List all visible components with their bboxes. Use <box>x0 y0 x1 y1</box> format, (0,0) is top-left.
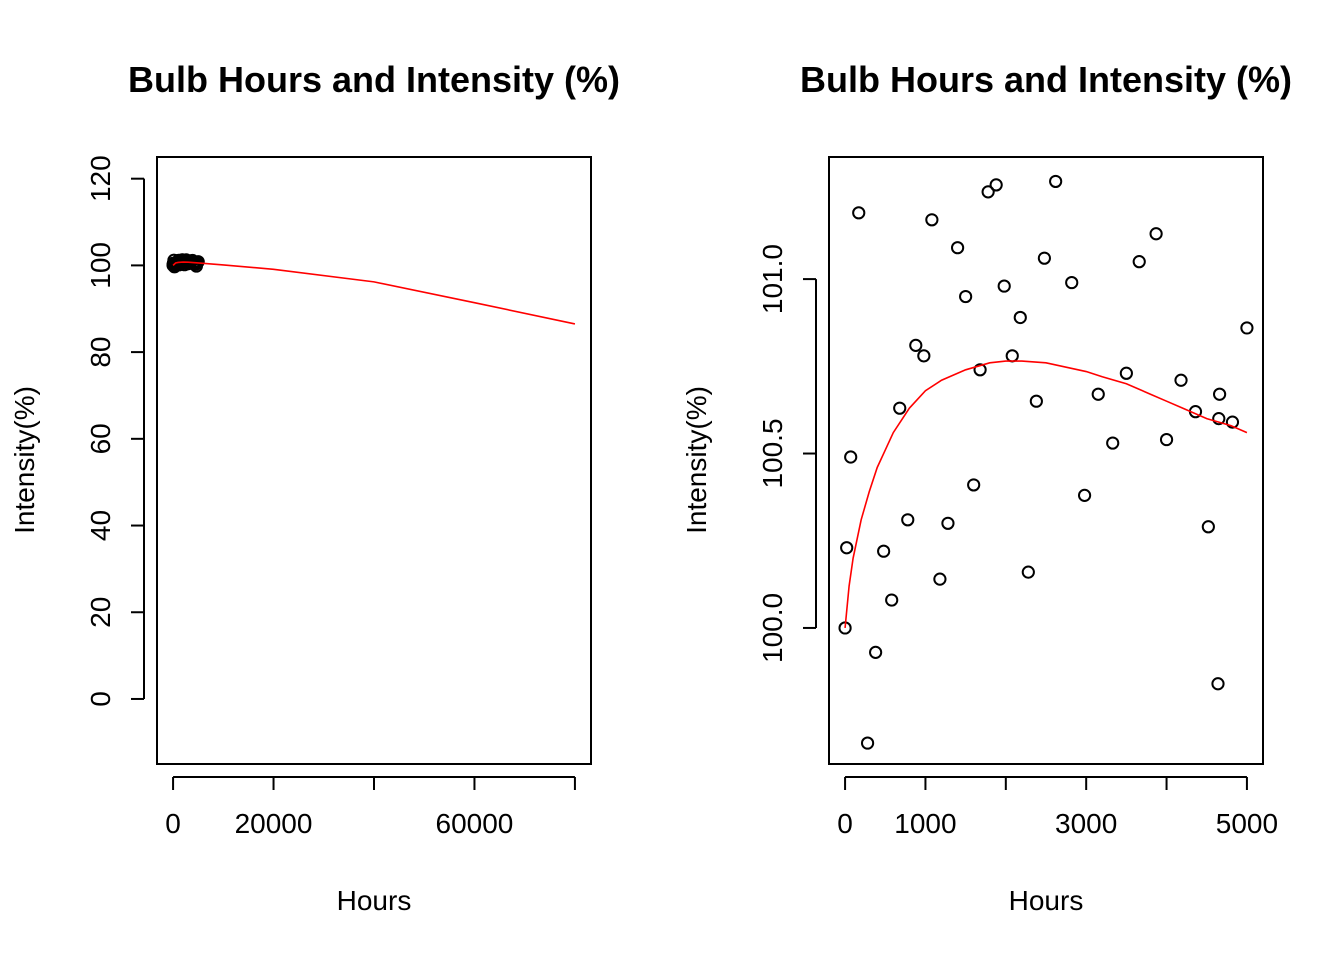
data-point <box>1013 310 1027 325</box>
data-point <box>1159 432 1174 447</box>
data-point <box>1029 394 1043 408</box>
y-tick-label: 80 <box>85 337 116 368</box>
y-tick-label: 100 <box>85 242 116 289</box>
y-tick-label: 100.5 <box>757 418 788 488</box>
fit-line <box>172 261 576 325</box>
x-tick-label: 0 <box>837 808 853 839</box>
y-tick-label: 40 <box>85 510 116 541</box>
data-point <box>869 645 883 659</box>
data-point <box>877 544 891 558</box>
data-point <box>997 279 1011 293</box>
data-point <box>1077 488 1092 502</box>
data-point <box>967 478 981 492</box>
plot-frame <box>156 156 592 765</box>
data-point <box>1021 565 1035 579</box>
data-point <box>989 178 1003 192</box>
data-point <box>909 338 923 352</box>
data-point <box>860 736 875 750</box>
data-point <box>1174 373 1188 387</box>
plot-frame <box>828 156 1264 765</box>
data-point <box>1037 251 1051 265</box>
x-axis-label: Hours <box>1009 885 1084 916</box>
data-point <box>852 206 866 220</box>
data-point <box>1005 349 1019 363</box>
data-point <box>1201 520 1215 534</box>
data-point <box>1065 275 1079 290</box>
right-scatter-panel: Bulb Hours and Intensity (%) Hours Inten… <box>681 59 1292 916</box>
data-point <box>1106 436 1120 450</box>
data-point <box>840 541 854 555</box>
x-tick-label: 0 <box>165 808 181 839</box>
chart-title: Bulb Hours and Intensity (%) <box>128 59 620 100</box>
y-tick-label: 100.0 <box>757 593 788 663</box>
data-point <box>901 513 915 527</box>
x-tick-label: 3000 <box>1055 808 1117 839</box>
data-point <box>893 401 907 415</box>
data-point <box>959 289 973 304</box>
chart-title: Bulb Hours and Intensity (%) <box>800 59 1292 100</box>
data-point <box>1091 387 1105 401</box>
data-point <box>1211 677 1225 691</box>
x-axis-label: Hours <box>337 885 412 916</box>
x-tick-label: 60000 <box>436 808 514 839</box>
data-point <box>191 255 205 269</box>
data-point <box>941 516 955 530</box>
left-scatter-panel: Bulb Hours and Intensity (%) Hours Inten… <box>9 59 620 916</box>
data-point <box>1049 174 1063 189</box>
y-axis-label: Intensity(%) <box>9 386 40 534</box>
data-point <box>1240 321 1254 335</box>
data-point <box>844 450 858 464</box>
data-point <box>1119 366 1133 380</box>
data-point <box>917 349 931 363</box>
data-point <box>1149 227 1163 241</box>
data-point <box>1212 412 1226 426</box>
y-tick-label: 0 <box>85 691 116 707</box>
data-point <box>973 363 987 377</box>
y-tick-label: 60 <box>85 423 116 454</box>
y-tick-label: 120 <box>85 155 116 202</box>
data-point <box>885 593 899 607</box>
y-tick-label: 20 <box>85 597 116 628</box>
data-point <box>981 185 995 199</box>
data-point <box>950 241 965 255</box>
x-tick-label: 20000 <box>235 808 313 839</box>
data-point <box>933 572 947 586</box>
y-axis-label: Intensity(%) <box>681 386 712 534</box>
x-tick-label: 1000 <box>894 808 956 839</box>
y-tick-label: 101.0 <box>757 244 788 314</box>
data-point <box>1213 387 1227 401</box>
data-point <box>925 213 939 227</box>
fit-line <box>844 360 1248 629</box>
data-point <box>1225 415 1240 429</box>
x-tick-label: 5000 <box>1216 808 1278 839</box>
data-point <box>1132 255 1146 269</box>
